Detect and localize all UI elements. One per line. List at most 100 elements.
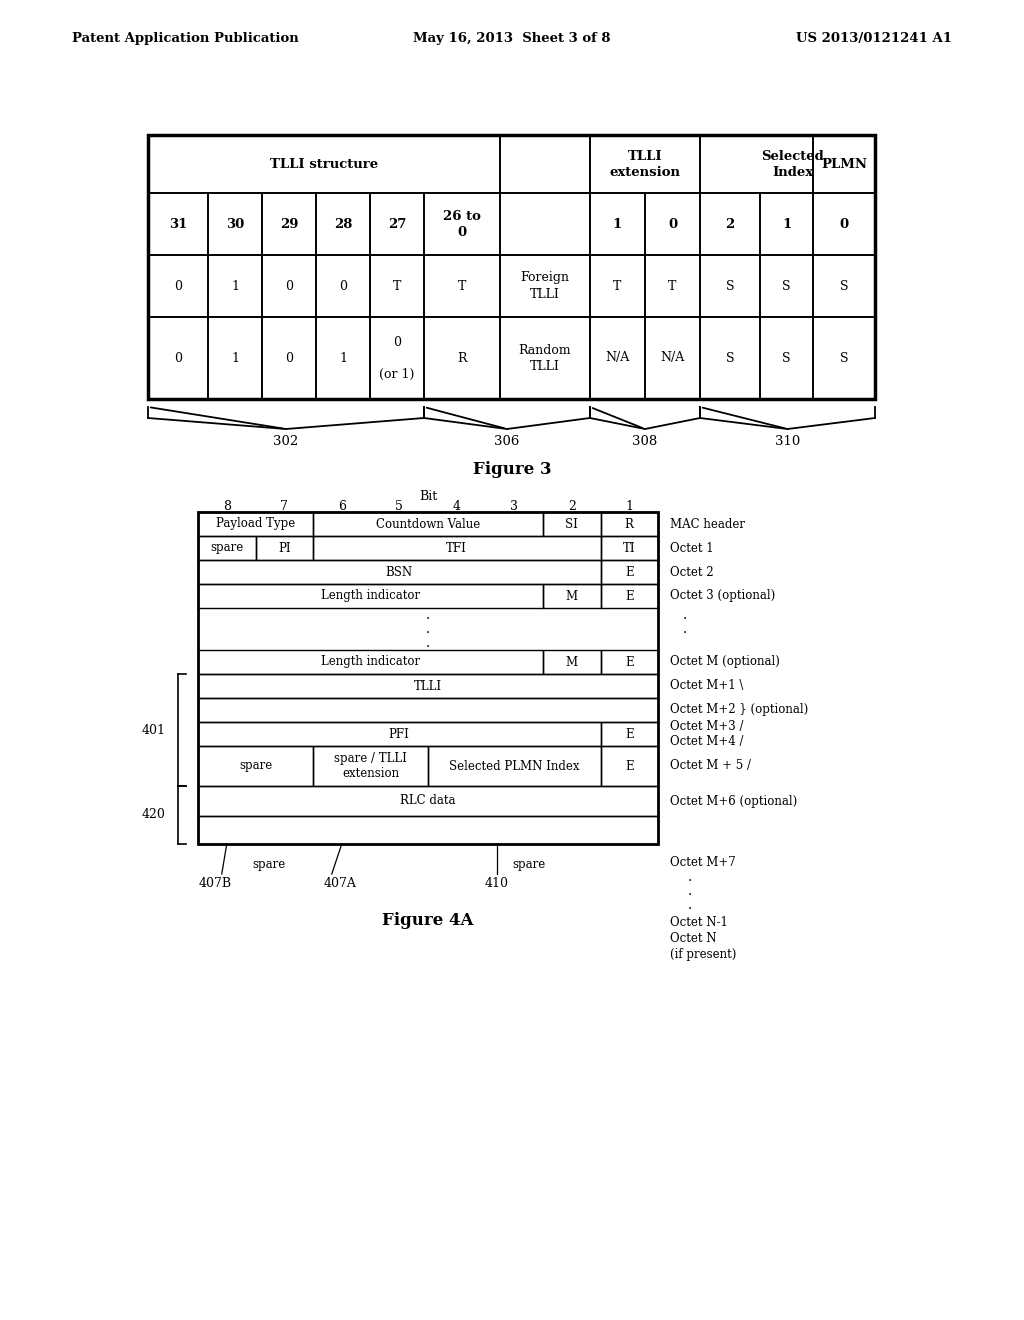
Text: 1: 1 (339, 351, 347, 364)
Text: Figure 3: Figure 3 (473, 461, 551, 478)
Bar (316, 317, 370, 399)
Text: 1: 1 (613, 218, 623, 231)
Bar (813, 317, 874, 399)
Bar (313, 536, 600, 560)
Text: 1: 1 (782, 218, 792, 231)
Text: 0: 0 (174, 280, 182, 293)
Text: E: E (625, 656, 634, 668)
Text: 420: 420 (142, 808, 166, 821)
Bar (424, 193, 500, 255)
Bar (198, 649, 543, 675)
Bar (600, 512, 658, 536)
Text: 6: 6 (338, 500, 346, 513)
Bar (148, 317, 208, 399)
Bar (262, 317, 316, 399)
Bar (198, 746, 313, 785)
Text: 0: 0 (339, 280, 347, 293)
Text: RLC data: RLC data (400, 795, 456, 808)
Text: R: R (458, 351, 467, 364)
Bar (428, 746, 600, 785)
Text: 401: 401 (142, 723, 166, 737)
Text: 5: 5 (395, 500, 403, 513)
Bar (198, 512, 658, 843)
Text: T: T (458, 280, 466, 293)
Text: 0: 0 (668, 218, 677, 231)
Text: TFI: TFI (446, 541, 467, 554)
Text: Patent Application Publication: Patent Application Publication (72, 32, 299, 45)
Text: Octet M+1 \: Octet M+1 \ (670, 680, 743, 693)
Text: 4: 4 (453, 500, 461, 513)
Text: E: E (625, 727, 634, 741)
Text: PI: PI (278, 541, 291, 554)
Text: .: . (683, 609, 687, 622)
Text: spare / TLLI
extension: spare / TLLI extension (334, 752, 407, 780)
Bar (198, 560, 600, 583)
Text: Octet M+2 } (optional): Octet M+2 } (optional) (670, 704, 808, 717)
Bar (262, 193, 316, 255)
Bar (500, 317, 590, 399)
Text: 308: 308 (633, 436, 657, 447)
Bar (198, 536, 256, 560)
Text: 0: 0 (840, 218, 849, 231)
Text: (if present): (if present) (670, 948, 736, 961)
Text: 8: 8 (223, 500, 230, 513)
Bar (313, 512, 543, 536)
Bar (198, 698, 658, 722)
Bar (600, 536, 658, 560)
Text: Octet 1: Octet 1 (670, 541, 714, 554)
Text: 29: 29 (280, 218, 298, 231)
Text: Octet 3 (optional): Octet 3 (optional) (670, 590, 775, 602)
Bar (316, 255, 370, 317)
Text: .: . (426, 609, 430, 622)
Bar (313, 746, 428, 785)
Text: BSN: BSN (386, 565, 413, 578)
Text: .: . (688, 898, 692, 912)
Text: Octet M+6 (optional): Octet M+6 (optional) (670, 795, 798, 808)
Text: spare: spare (239, 759, 272, 772)
Bar (645, 317, 700, 399)
Text: Octet N-1: Octet N-1 (670, 916, 728, 929)
Bar (262, 255, 316, 317)
Text: Figure 4A: Figure 4A (382, 912, 474, 929)
Text: Payload Type: Payload Type (216, 517, 295, 531)
Bar (198, 512, 313, 536)
Text: TLLI
extension: TLLI extension (609, 149, 681, 178)
Text: Octet M + 5 /: Octet M + 5 / (670, 759, 751, 772)
Text: S: S (840, 351, 848, 364)
Bar (198, 583, 543, 609)
Text: E: E (625, 590, 634, 602)
Text: 7: 7 (281, 500, 288, 513)
Bar (590, 255, 645, 317)
Bar (500, 135, 590, 193)
Bar (208, 255, 262, 317)
Text: E: E (625, 565, 634, 578)
Text: S: S (840, 280, 848, 293)
Bar (590, 193, 645, 255)
Bar (543, 583, 600, 609)
Bar (760, 255, 813, 317)
Bar (645, 255, 700, 317)
Text: .: . (426, 636, 430, 649)
Bar (424, 317, 500, 399)
Text: US 2013/0121241 A1: US 2013/0121241 A1 (796, 32, 952, 45)
Bar (316, 193, 370, 255)
Text: E: E (625, 759, 634, 772)
Bar (600, 560, 658, 583)
Text: 26 to
0: 26 to 0 (443, 210, 481, 239)
Bar (208, 193, 262, 255)
Text: spare: spare (253, 858, 286, 871)
Text: R: R (625, 517, 634, 531)
Bar (198, 816, 658, 843)
Text: 2: 2 (725, 218, 734, 231)
Bar (500, 193, 590, 255)
Bar (700, 255, 760, 317)
Bar (424, 255, 500, 317)
Bar (208, 317, 262, 399)
Text: Selected PLMN Index: Selected PLMN Index (449, 759, 580, 772)
Bar (760, 193, 813, 255)
Text: 3: 3 (510, 500, 518, 513)
Bar (148, 135, 500, 193)
Text: 28: 28 (334, 218, 352, 231)
Bar (148, 255, 208, 317)
Text: M: M (565, 590, 578, 602)
